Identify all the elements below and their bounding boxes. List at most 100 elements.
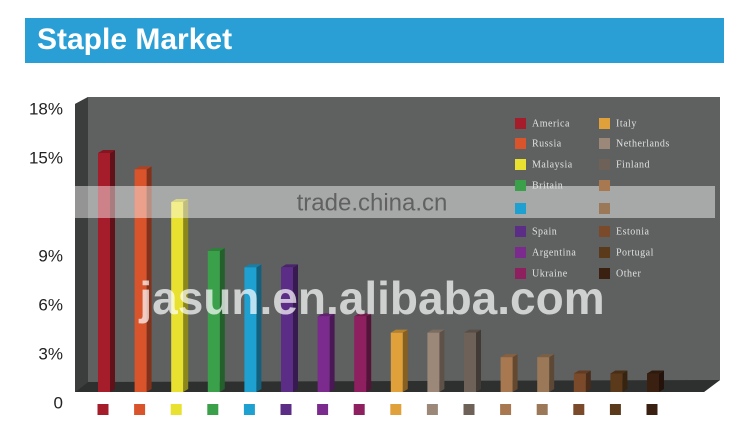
bar-top (610, 370, 628, 374)
bar (281, 267, 293, 392)
title-banner (25, 18, 724, 63)
legend-swatch (599, 118, 610, 129)
bar-side (476, 329, 481, 392)
bar-side (219, 248, 225, 392)
legend-swatch (599, 268, 610, 279)
bar-side (256, 264, 262, 392)
bar (98, 153, 110, 392)
bar-side (585, 370, 591, 392)
x-swatch (463, 404, 475, 415)
legend-swatch (515, 226, 526, 237)
chart-title: Staple Market (37, 23, 232, 56)
bar (427, 332, 440, 392)
y-tick-label: 6% (38, 295, 63, 314)
bar-top (427, 329, 445, 333)
legend-swatch (515, 118, 526, 129)
x-swatch (243, 404, 255, 415)
legend-swatch (599, 180, 610, 191)
legend-swatch (599, 226, 610, 237)
y-tick-label: 15% (29, 148, 63, 167)
x-swatch (317, 404, 329, 415)
x-swatch (97, 404, 109, 415)
bar-top (464, 329, 481, 333)
bar-top (354, 313, 372, 317)
bar (647, 373, 659, 392)
plot-panel (75, 97, 720, 392)
y-tick-label: 9% (38, 246, 63, 265)
x-swatch (573, 404, 585, 415)
bar-top (390, 329, 408, 333)
plot-wall (75, 97, 88, 392)
bar (573, 373, 586, 392)
bar-top (573, 370, 591, 374)
legend-swatch (515, 180, 526, 191)
legend-label: America (532, 118, 570, 129)
x-swatch (646, 404, 658, 415)
legend-swatch (599, 203, 610, 214)
bar-top (281, 264, 298, 268)
bar-side (183, 199, 189, 392)
watermark: trade.china.cn (297, 189, 448, 216)
bar (244, 267, 257, 392)
y-tick-label: 3% (38, 344, 63, 363)
x-swatch (207, 404, 219, 415)
bar-top (244, 264, 262, 268)
bar-side (549, 354, 555, 392)
bar-top (317, 313, 335, 317)
x-swatch (609, 404, 621, 415)
y-tick-label: 18% (29, 99, 63, 118)
bar (464, 332, 476, 392)
x-swatch (280, 404, 292, 415)
bar-side (659, 370, 664, 392)
x-swatch (426, 404, 438, 415)
watermark: jasun.en.alibaba.com (138, 272, 604, 324)
bar (500, 357, 513, 392)
x-swatch (170, 404, 182, 415)
legend-swatch (599, 159, 610, 170)
legend-swatch (515, 203, 526, 214)
bar (537, 357, 550, 392)
bar (134, 169, 147, 392)
bar-top (98, 150, 115, 153)
x-swatch (353, 404, 365, 415)
legend-label: Finland (616, 159, 650, 170)
legend-label: Britain (532, 180, 563, 191)
bar-side (110, 150, 115, 392)
legend-label: Estonia (616, 226, 650, 237)
bar-side (439, 329, 445, 392)
bar-top (207, 248, 225, 251)
legend-label: Argentina (532, 247, 576, 258)
bar-side (146, 166, 152, 392)
bar-top (171, 199, 189, 202)
legend-label: Malaysia (532, 159, 573, 170)
legend-swatch (599, 138, 610, 149)
legend-swatch (599, 247, 610, 258)
x-swatch (536, 404, 548, 415)
legend-swatch (515, 268, 526, 279)
bar-top (647, 370, 664, 374)
legend-label: Spain (532, 226, 557, 237)
bar-side (293, 264, 298, 392)
legend-label: Ukraine (532, 268, 568, 279)
bar-top (134, 166, 152, 170)
legend-swatch (515, 138, 526, 149)
bar-side (512, 354, 518, 392)
bar-top (537, 354, 555, 358)
x-swatch (500, 404, 512, 415)
x-swatch (134, 404, 146, 415)
bar (354, 316, 367, 392)
bar-side (329, 313, 335, 392)
bar (390, 332, 403, 392)
bar (207, 251, 220, 392)
bar (317, 316, 330, 392)
legend-label: Russia (532, 138, 562, 149)
x-swatch (390, 404, 402, 415)
bar-side (366, 313, 372, 392)
legend-label: Other (616, 268, 641, 279)
legend-swatch (515, 159, 526, 170)
legend-label: Italy (616, 118, 637, 129)
bar-side (402, 329, 408, 392)
legend-swatch (515, 247, 526, 258)
legend-label: Netherlands (616, 138, 670, 149)
